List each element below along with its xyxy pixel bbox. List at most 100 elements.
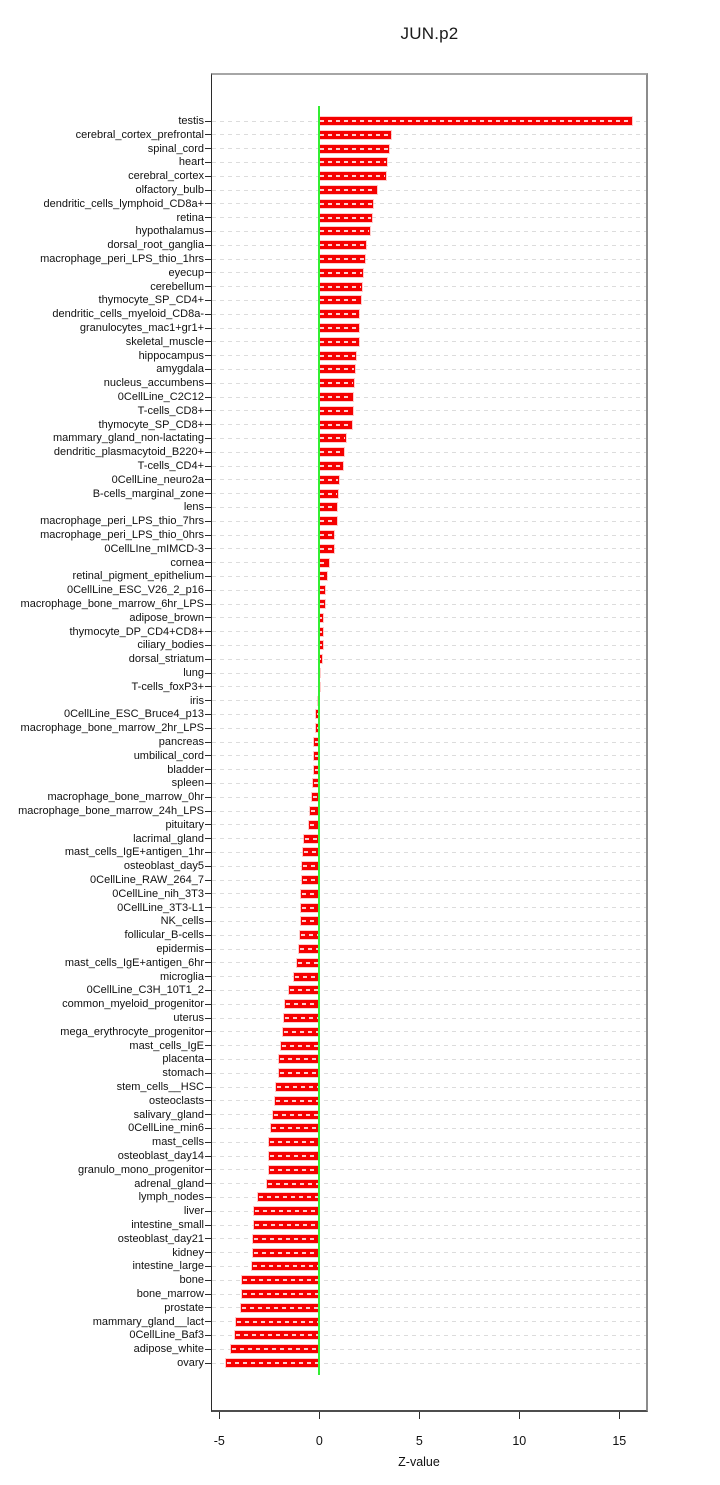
- category-label: epidermis: [156, 943, 204, 955]
- category-label: eyecup: [168, 266, 204, 279]
- bar-grid-overlay: [232, 1348, 319, 1351]
- bar: [241, 1290, 320, 1298]
- bar: [297, 958, 320, 967]
- bar: [268, 1165, 320, 1174]
- gridline: [212, 1141, 646, 1143]
- gridline: [212, 327, 646, 329]
- bar: [302, 848, 320, 857]
- category-label: prostate: [164, 1301, 204, 1314]
- bar-grid-overlay: [284, 1030, 319, 1033]
- bar-grid-overlay: [276, 1086, 319, 1088]
- bar: [270, 1124, 320, 1133]
- bar-grid-overlay: [310, 823, 319, 826]
- gridline: [212, 1114, 646, 1116]
- bar-grid-overlay: [314, 782, 319, 785]
- y-tick: [205, 962, 211, 964]
- category-label: cerebral_cortex_prefrontal: [75, 128, 204, 141]
- gridline: [212, 893, 646, 895]
- gridline: [212, 368, 646, 370]
- bar: [302, 862, 320, 871]
- bar-grid-overlay: [299, 948, 319, 950]
- gridline: [212, 1127, 646, 1129]
- bar-grid-overlay: [314, 768, 319, 771]
- y-tick: [205, 1224, 211, 1226]
- y-tick: [205, 382, 211, 384]
- bar: [319, 448, 345, 457]
- bar: [310, 807, 320, 815]
- category-label: macrophage_peri_LPS_thio_1hrs: [40, 253, 204, 265]
- bar: [302, 876, 320, 884]
- y-tick: [205, 1031, 211, 1033]
- bar: [275, 1083, 320, 1091]
- bar: [252, 1248, 320, 1257]
- bar: [319, 641, 323, 650]
- gridline: [212, 396, 646, 398]
- bar: [311, 793, 320, 802]
- bar-grid-overlay: [270, 1141, 319, 1144]
- y-tick: [205, 410, 211, 412]
- bar-grid-overlay: [320, 561, 329, 564]
- chart-title: JUN.p2: [400, 24, 459, 43]
- y-tick: [205, 493, 211, 495]
- bar-grid-overlay: [320, 465, 343, 467]
- y-tick: [205, 230, 211, 232]
- gridline: [212, 1003, 646, 1005]
- bar: [294, 972, 320, 981]
- category-label: mast_cells_IgE+antigen_1hr: [64, 846, 204, 859]
- gridline: [212, 1086, 646, 1088]
- y-tick: [205, 1058, 211, 1060]
- bar: [319, 600, 326, 608]
- category-label: 0CellLine_C2C12: [117, 391, 204, 403]
- gridline: [212, 1307, 646, 1309]
- bar-grid-overlay: [286, 1003, 319, 1006]
- x-tick: [419, 1412, 421, 1419]
- y-tick: [205, 741, 211, 743]
- y-tick: [205, 548, 211, 550]
- bar-grid-overlay: [315, 741, 319, 743]
- gridline: [212, 1362, 646, 1364]
- category-label: placenta: [162, 1053, 204, 1066]
- y-tick: [205, 506, 211, 508]
- bar: [300, 903, 320, 912]
- y-tick: [205, 313, 211, 315]
- gridline: [212, 1252, 646, 1254]
- category-label: 0CellLine_nih_3T3: [112, 887, 204, 900]
- category-label: macrophage_bone_marrow_2hr_LPS: [20, 722, 204, 735]
- bar-grid-overlay: [320, 202, 372, 205]
- bar-grid-overlay: [271, 1127, 319, 1130]
- gridline: [212, 796, 646, 798]
- bar-grid-overlay: [320, 644, 322, 647]
- bar: [319, 172, 386, 181]
- bar: [319, 531, 335, 539]
- bar-grid-overlay: [279, 1072, 319, 1075]
- y-tick: [205, 189, 211, 191]
- gridline: [212, 134, 646, 136]
- category-label: cerebellum: [150, 280, 204, 293]
- y-tick: [205, 465, 211, 467]
- bar: [319, 572, 327, 581]
- y-tick: [205, 575, 211, 577]
- gridline: [212, 1017, 646, 1019]
- y-tick: [205, 934, 211, 936]
- bar: [269, 1152, 320, 1160]
- gridline: [212, 1224, 646, 1226]
- category-label: retinal_pigment_epithelium: [72, 570, 204, 583]
- gridline: [212, 907, 646, 909]
- bar: [319, 544, 335, 553]
- bar: [313, 751, 320, 760]
- gridline: [212, 631, 646, 633]
- category-label: mast_cells_IgE: [129, 1039, 204, 1052]
- category-label: T-cells_foxP3+: [131, 680, 204, 693]
- bar-grid-overlay: [305, 837, 319, 840]
- bar: [313, 779, 320, 788]
- bar: [316, 710, 320, 719]
- bar-grid-overlay: [236, 1320, 319, 1323]
- category-label: ciliary_bodies: [137, 639, 204, 652]
- y-tick: [205, 175, 211, 177]
- gridline: [212, 1293, 646, 1295]
- x-tick-label: 0: [315, 1434, 323, 1448]
- y-tick: [205, 562, 211, 564]
- gridline: [212, 258, 646, 260]
- bar-grid-overlay: [254, 1210, 319, 1213]
- gridline: [212, 838, 646, 840]
